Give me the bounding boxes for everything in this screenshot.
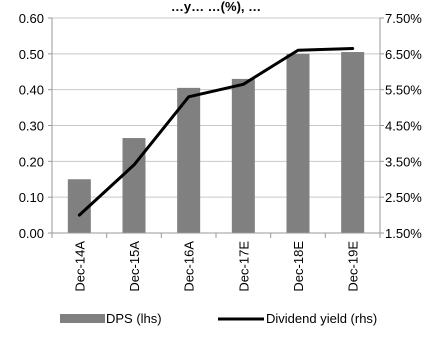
line-series-dividend-yield: [79, 48, 353, 215]
dps-bar: [177, 88, 200, 233]
dps-bar: [341, 52, 364, 233]
right-axis-tick-label: 2.50%: [385, 190, 422, 205]
legend-swatch-dps: [60, 314, 105, 323]
category-label: Dec-15A: [127, 241, 142, 292]
left-axis-tick-label: 0.10: [19, 190, 44, 205]
left-axis-tick-label: 0.00: [19, 226, 44, 241]
right-axis-tick-label: 6.50%: [385, 47, 422, 62]
legend-label-dividend-yield: Dividend yield (rhs): [266, 311, 377, 326]
left-axis-tick-label: 0.40: [19, 83, 44, 98]
category-label: Dec-17E: [236, 241, 251, 292]
dividend-yield-line: [79, 48, 352, 215]
dps-bar: [232, 79, 255, 233]
legend-label-dps: DPS (lhs): [106, 311, 162, 326]
gridlines: [52, 18, 380, 197]
dps-bar: [287, 54, 310, 233]
left-axis-tick-label: 0.30: [19, 119, 44, 134]
dps-bar: [123, 138, 146, 233]
right-axis-tick-label: 3.50%: [385, 154, 422, 169]
left-axis-tick-label: 0.20: [19, 154, 44, 169]
category-label: Dec-18E: [291, 241, 306, 292]
axes: [48, 18, 384, 238]
chart-title: …y… …(%), …: [171, 0, 261, 14]
right-axis-ticks: 1.50% 2.50% 3.50% 4.50% 5.50% 6.50% 7.50%: [385, 11, 422, 241]
category-label: Dec-19E: [346, 241, 361, 292]
right-axis-tick-label: 5.50%: [385, 83, 422, 98]
left-axis-tick-label: 0.60: [19, 11, 44, 26]
category-label: Dec-14A: [72, 241, 87, 292]
right-axis-tick-label: 7.50%: [385, 11, 422, 26]
category-label: Dec-16A: [182, 241, 197, 292]
left-axis-tick-label: 0.50: [19, 47, 44, 62]
right-axis-tick-label: 1.50%: [385, 226, 422, 241]
left-axis-ticks: 0.00 0.10 0.20 0.30 0.40 0.50 0.60: [19, 11, 44, 241]
right-axis-tick-label: 4.50%: [385, 119, 422, 134]
bar-series-dps: [68, 52, 364, 233]
legend: DPS (lhs) Dividend yield (rhs): [60, 311, 377, 326]
category-axis-labels: Dec-14A Dec-15A Dec-16A Dec-17E Dec-18E Dec-1…: [72, 241, 360, 292]
